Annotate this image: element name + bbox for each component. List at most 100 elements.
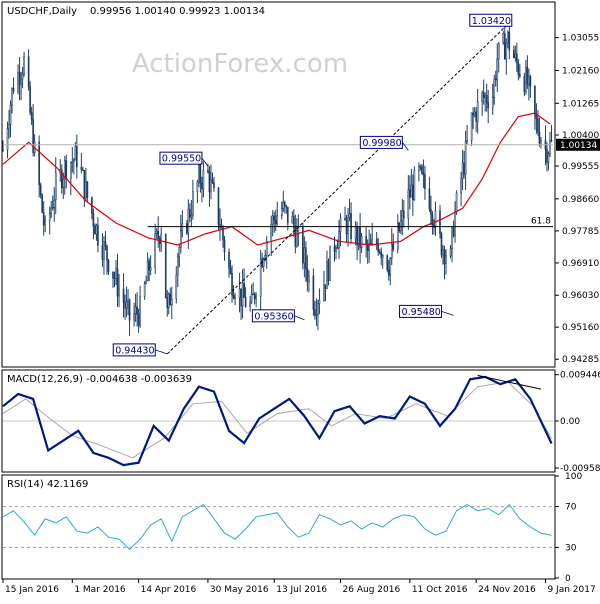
candle-body: [412, 184, 414, 201]
candle-body: [241, 283, 244, 307]
candle-body: [421, 165, 423, 174]
candle-body: [538, 131, 541, 144]
candle-body: [207, 169, 209, 173]
candle-body: [222, 227, 224, 241]
candle-body: [336, 247, 339, 250]
candle-body: [85, 181, 87, 199]
annotation-box: [359, 135, 403, 149]
candle-body: [166, 297, 169, 308]
candle-body: [335, 248, 337, 252]
candle-body: [497, 42, 500, 60]
candle-body: [350, 213, 352, 240]
candle-body: [115, 268, 117, 279]
candle-body: [525, 66, 527, 92]
candle-body: [481, 92, 484, 102]
candle-body: [333, 245, 336, 252]
candle-body: [452, 227, 455, 236]
candle-body: [122, 288, 125, 304]
date-tick-label: 30 May 2016: [210, 585, 269, 595]
candle-body: [44, 220, 47, 226]
candle-body: [50, 207, 53, 214]
candle-body: [12, 88, 15, 92]
candle-body: [133, 313, 135, 321]
date-tick-label: 13 Jul 2016: [276, 585, 327, 595]
candle-body: [508, 31, 511, 51]
macd-y-tick-label: -0.009588: [560, 464, 600, 474]
candle-body: [466, 139, 468, 142]
candle-body: [317, 303, 319, 315]
ohlc-readout: 0.99956 1.00140 0.99923 1.00134: [90, 6, 265, 17]
candle-body: [164, 233, 167, 298]
candle-body: [369, 243, 372, 245]
annotation-label: 0.95480: [402, 307, 441, 318]
candle-body: [145, 280, 147, 285]
candle-body: [187, 208, 190, 234]
candle-body: [65, 160, 68, 180]
candle-body: [112, 271, 114, 279]
candle-body: [21, 73, 24, 80]
candle-body: [27, 56, 30, 88]
candle-body: [160, 233, 163, 244]
candle-body: [92, 213, 95, 227]
candle-body: [231, 272, 233, 296]
candle-body: [503, 33, 506, 60]
candle-body: [113, 277, 116, 280]
candle-body: [97, 224, 99, 246]
candle-body: [202, 169, 205, 190]
candle-body: [82, 169, 84, 171]
candle-body: [494, 78, 497, 81]
candle-body: [101, 245, 104, 260]
candle-body: [243, 283, 245, 298]
candle-body: [422, 172, 425, 175]
candle-body: [86, 181, 89, 198]
candle-body: [240, 288, 242, 307]
candle-body: [283, 201, 286, 207]
candle-body: [95, 224, 98, 235]
candle-body: [402, 210, 405, 219]
rsi-line: [2, 503, 552, 551]
candle-body: [146, 260, 149, 282]
candle-body: [506, 31, 509, 44]
candle-body: [265, 240, 268, 256]
candle-body: [210, 179, 212, 193]
candle-body: [505, 42, 508, 60]
candle-body: [136, 306, 138, 316]
candle-body: [11, 88, 13, 106]
price-panel: ActionForex.com 61.8 1.03420 0.99550 0.999…: [1, 1, 600, 368]
current-price-tag: 1.00134: [556, 138, 600, 151]
annotation-box: [251, 309, 295, 323]
candle-body: [357, 226, 360, 246]
rsi-level-lines: [3, 506, 553, 548]
candle-body: [540, 140, 542, 144]
candle-body: [485, 95, 488, 104]
candle-body: [546, 148, 548, 163]
candle-body: [381, 255, 384, 258]
price-y-tick-label: 0.96030: [562, 291, 599, 301]
candle-body: [463, 162, 465, 175]
date-tick-label: 9 Jan 2017: [547, 585, 595, 595]
rsi-panel: RSI(14) 42.1169 100 70 30 0: [1, 472, 582, 584]
candle-body: [470, 112, 473, 141]
candle-body: [314, 309, 316, 316]
current-price-tag-label: 1.00134: [560, 141, 597, 151]
candle-body: [186, 223, 188, 234]
candle-body: [155, 230, 158, 234]
price-annotations: 1.03420 0.99550 0.99980 0.95360 0.95480 0.944…: [112, 13, 513, 357]
price-y-tick-label: 0.97785: [562, 227, 599, 237]
candle-body: [262, 259, 265, 267]
candle-body: [41, 194, 44, 213]
candle-body: [378, 251, 381, 253]
candle-body: [244, 297, 247, 307]
candle-body: [327, 261, 330, 281]
candle-body: [347, 217, 349, 235]
candle-body: [464, 140, 467, 175]
candle-body: [401, 210, 404, 222]
rsi-panel-frame: [1, 474, 556, 580]
candle-body: [252, 293, 254, 296]
candle-body: [178, 247, 181, 258]
candle-body: [440, 233, 443, 256]
candle-body: [430, 208, 432, 215]
candle-body: [365, 236, 367, 245]
candle-body: [371, 238, 374, 245]
